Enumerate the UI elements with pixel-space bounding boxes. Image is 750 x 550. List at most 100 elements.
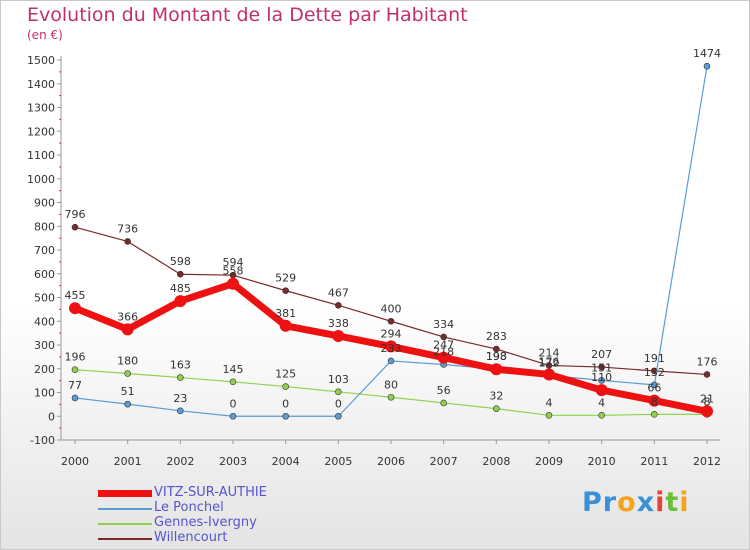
data-point bbox=[229, 378, 237, 386]
data-label: 151 bbox=[591, 361, 612, 374]
data-point bbox=[595, 384, 608, 397]
data-point bbox=[282, 383, 289, 390]
y-tick-label: 1100 bbox=[27, 149, 55, 162]
x-tick-label: 2011 bbox=[640, 455, 668, 468]
x-tick-label: 2006 bbox=[377, 455, 405, 468]
data-point bbox=[440, 399, 447, 407]
data-label: 32 bbox=[489, 390, 503, 403]
data-label: 145 bbox=[223, 363, 244, 376]
data-label: 218 bbox=[433, 345, 454, 358]
data-label: 66 bbox=[647, 382, 661, 395]
data-point bbox=[282, 412, 289, 420]
y-tick-label: 0 bbox=[48, 410, 55, 423]
data-label: 214 bbox=[539, 346, 560, 359]
y-tick-label: 1300 bbox=[27, 102, 55, 115]
data-point bbox=[124, 238, 131, 245]
data-label: 0 bbox=[230, 397, 237, 410]
data-point bbox=[545, 362, 553, 369]
data-point bbox=[177, 374, 184, 381]
data-point bbox=[701, 405, 713, 418]
data-point bbox=[598, 411, 605, 419]
data-point bbox=[545, 411, 553, 419]
y-tick-label: 1000 bbox=[27, 173, 55, 186]
data-label: 736 bbox=[117, 222, 138, 235]
data-label: 4 bbox=[546, 396, 553, 409]
data-point bbox=[440, 333, 447, 341]
y-tick-label: 300 bbox=[34, 339, 55, 352]
data-label: 0 bbox=[282, 397, 289, 410]
legend-swatch bbox=[98, 490, 152, 497]
y-tick-label: 1500 bbox=[27, 54, 55, 67]
data-label: 176 bbox=[539, 355, 560, 368]
legend-swatch bbox=[98, 508, 152, 510]
data-point bbox=[124, 400, 131, 408]
logo-letter: P bbox=[582, 487, 603, 518]
data-point bbox=[332, 329, 345, 342]
data-point bbox=[493, 405, 500, 412]
data-label: 233 bbox=[381, 342, 402, 355]
data-label: 191 bbox=[644, 352, 665, 365]
legend-swatch bbox=[98, 538, 152, 540]
data-point bbox=[335, 302, 342, 309]
y-tick-label: 1400 bbox=[27, 78, 55, 91]
x-tick-label: 2004 bbox=[272, 455, 300, 468]
data-label: 180 bbox=[117, 355, 138, 368]
data-label: 23 bbox=[173, 392, 187, 405]
data-point bbox=[387, 357, 395, 365]
data-point bbox=[227, 277, 239, 290]
x-tick-label: 2007 bbox=[430, 455, 458, 468]
data-label: 198 bbox=[486, 350, 507, 363]
logo-letter: o bbox=[617, 487, 637, 518]
y-tick-label: 200 bbox=[34, 363, 55, 376]
data-label: 125 bbox=[275, 368, 296, 381]
chart-title: Evolution du Montant de la Dette par Hab… bbox=[27, 4, 468, 26]
data-label: 558 bbox=[223, 265, 244, 278]
data-point bbox=[229, 412, 237, 420]
x-tick-label: 2012 bbox=[693, 455, 721, 468]
data-point bbox=[387, 317, 395, 325]
legend-swatch bbox=[98, 523, 152, 525]
data-label: 77 bbox=[68, 379, 82, 392]
legend-label: Gennes-Ivergny bbox=[154, 515, 257, 530]
data-point bbox=[490, 363, 503, 376]
legend-label: Willencourt bbox=[154, 530, 228, 545]
data-point bbox=[437, 351, 450, 364]
data-label: 56 bbox=[437, 384, 451, 397]
data-label: 338 bbox=[328, 317, 349, 330]
data-point bbox=[177, 407, 184, 415]
data-point bbox=[177, 270, 184, 278]
data-point bbox=[598, 377, 605, 384]
y-tick-label: -100 bbox=[30, 434, 55, 447]
data-label: 381 bbox=[275, 307, 296, 320]
y-tick-label: 700 bbox=[34, 244, 55, 257]
data-point bbox=[71, 223, 79, 231]
legend-label: Le Ponchel bbox=[154, 500, 224, 515]
data-label: 163 bbox=[170, 359, 191, 372]
y-tick-label: 800 bbox=[34, 220, 55, 233]
data-label: 485 bbox=[170, 282, 191, 295]
data-label: 467 bbox=[328, 286, 349, 299]
data-point bbox=[648, 394, 661, 407]
data-label: 176 bbox=[697, 355, 718, 368]
x-tick-label: 2009 bbox=[535, 455, 563, 468]
logo-letter: x bbox=[636, 487, 656, 518]
x-tick-label: 2010 bbox=[588, 455, 616, 468]
data-point bbox=[174, 295, 187, 308]
data-point bbox=[703, 62, 711, 70]
data-label: 103 bbox=[328, 373, 349, 386]
data-label: 8 bbox=[651, 395, 658, 408]
data-label: 529 bbox=[275, 272, 296, 285]
data-point bbox=[124, 370, 131, 377]
data-point bbox=[387, 393, 395, 401]
data-point bbox=[71, 366, 79, 374]
data-point bbox=[282, 287, 289, 294]
legend-label: VITZ-SUR-AUTHIE bbox=[154, 485, 267, 500]
data-label: 110 bbox=[591, 371, 612, 384]
data-point bbox=[279, 319, 292, 332]
data-point bbox=[121, 323, 134, 336]
data-point bbox=[385, 340, 397, 353]
data-label: 247 bbox=[433, 339, 454, 352]
data-label: 8 bbox=[704, 395, 711, 408]
